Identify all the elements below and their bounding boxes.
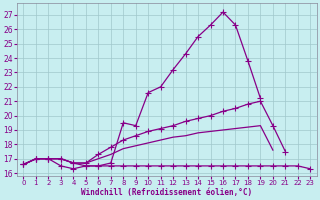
X-axis label: Windchill (Refroidissement éolien,°C): Windchill (Refroidissement éolien,°C) (81, 188, 252, 197)
